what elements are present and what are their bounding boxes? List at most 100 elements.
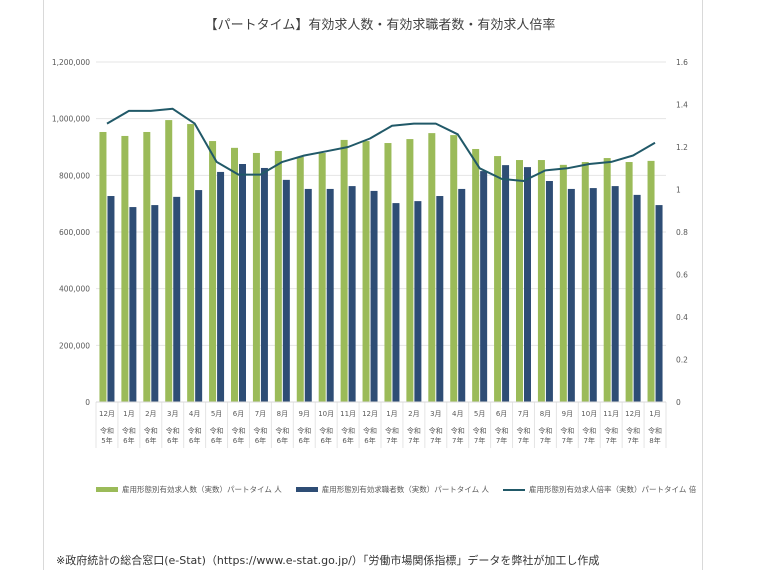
bar-job-openings — [296, 156, 304, 402]
x-tick-era: 令和 — [582, 426, 596, 435]
x-tick-month: 3月 — [430, 410, 441, 418]
bar-job-seekers — [260, 167, 268, 402]
x-tick-year: 6年 — [277, 436, 288, 445]
left-axis-tick: 400,000 — [59, 285, 90, 294]
bar-job-openings — [559, 164, 567, 402]
bar-job-openings — [362, 141, 370, 403]
bar-job-seekers — [107, 196, 115, 402]
right-axis-tick: 0.6 — [676, 271, 688, 280]
x-tick-month: 10月 — [318, 410, 334, 418]
line-job-ratio — [106, 107, 656, 182]
x-tick-month: 5月 — [474, 410, 485, 418]
x-tick-year: 6年 — [123, 436, 134, 445]
x-tick-year: 6年 — [364, 436, 375, 445]
bar-job-openings — [187, 124, 195, 403]
x-tick-era: 令和 — [560, 426, 574, 435]
x-tick-year: 6年 — [233, 436, 244, 445]
bar-job-openings — [603, 158, 611, 402]
bar-job-seekers — [633, 194, 641, 402]
chart-plot: 0 200,000 400,000 600,000 800,000 1,000,000 1,… — [52, 58, 688, 448]
x-tick-year: 7年 — [540, 436, 551, 445]
bar-job-openings — [231, 147, 238, 402]
x-tick-era: 令和 — [341, 426, 355, 435]
left-axis-tick: 0 — [85, 398, 90, 407]
bar-job-seekers — [348, 186, 356, 402]
bar-job-openings — [252, 152, 260, 402]
x-tick-era: 令和 — [517, 426, 531, 435]
x-tick-era: 令和 — [319, 426, 333, 435]
bar-job-openings — [516, 160, 523, 402]
x-tick-era: 令和 — [538, 426, 552, 435]
x-tick-month: 6月 — [233, 410, 244, 418]
x-tick-era: 令和 — [122, 426, 136, 435]
x-tick-era: 令和 — [275, 426, 289, 435]
bar-job-seekers — [545, 181, 553, 402]
x-tick-era: 令和 — [451, 426, 465, 435]
bar-job-seekers — [173, 196, 181, 402]
x-tick-era: 令和 — [363, 426, 377, 435]
bar-job-openings — [121, 135, 129, 402]
bar-job-openings — [340, 139, 348, 402]
bar-job-openings — [581, 162, 589, 402]
chart-legend: 雇用形態別有効求人数（実数）パートタイム 人 雇用形態別有効求職者数（実数）パー… — [96, 484, 696, 495]
bar-job-seekers — [370, 190, 378, 402]
x-tick-era: 令和 — [429, 426, 443, 435]
legend-item-job-seekers: 雇用形態別有効求職者数（実数）パートタイム 人 — [295, 484, 489, 495]
legend-label: 雇用形態別有効求人数（実数）パートタイム 人 — [122, 485, 282, 494]
x-tick-year: 6年 — [320, 436, 331, 445]
bar-job-seekers — [436, 196, 444, 402]
x-tick-year: 6年 — [145, 436, 156, 445]
x-tick-era: 令和 — [473, 426, 487, 435]
bar-job-seekers — [304, 188, 312, 402]
bar-job-openings — [406, 139, 414, 403]
right-axis-tick: 0 — [676, 398, 681, 407]
x-tick-year: 6年 — [211, 436, 222, 445]
x-tick-month: 9月 — [299, 410, 310, 418]
x-tick-era: 令和 — [407, 426, 421, 435]
x-tick-year: 7年 — [605, 436, 616, 445]
x-tick-era: 令和 — [604, 426, 618, 435]
x-tick-month: 4月 — [189, 410, 200, 418]
bar-job-openings — [318, 152, 326, 402]
x-tick-month: 2月 — [145, 410, 156, 418]
x-tick-era: 令和 — [626, 426, 640, 435]
x-tick-era: 令和 — [210, 426, 224, 435]
right-axis-tick: 0.8 — [676, 228, 688, 237]
x-tick-year: 7年 — [562, 436, 573, 445]
legend-swatch-line — [502, 488, 525, 491]
legend-label: 雇用形態別有効求職者数（実数）パートタイム 人 — [321, 485, 489, 494]
x-tick-year: 6年 — [299, 436, 310, 445]
x-tick-era: 令和 — [495, 426, 509, 435]
x-tick-year: 6年 — [167, 436, 178, 445]
x-tick-month: 5月 — [211, 410, 222, 418]
x-tick-era: 令和 — [385, 426, 399, 435]
bar-job-openings — [143, 131, 151, 402]
bar-job-openings — [625, 162, 633, 402]
bar-job-seekers — [458, 188, 466, 402]
x-tick-month: 1月 — [123, 410, 134, 418]
legend-label: 雇用形態別有効求人倍率（実数）パートタイム 倍 — [528, 485, 697, 494]
left-axis-tick: 200,000 — [59, 341, 90, 350]
x-tick-month: 7月 — [255, 410, 266, 418]
x-tick-year: 7年 — [584, 436, 595, 445]
bar-job-openings — [209, 141, 217, 403]
legend-item-ratio: 雇用形態別有効求人倍率（実数）パートタイム 倍 — [502, 484, 697, 495]
right-axis-tick: 0.2 — [676, 356, 688, 365]
x-tick-month: 12月 — [362, 410, 378, 418]
right-axis-tick: 1 — [676, 186, 681, 195]
bar-job-seekers — [239, 164, 246, 402]
right-axis-tick: 1.4 — [676, 101, 688, 110]
x-tick-year: 7年 — [430, 436, 441, 445]
bar-job-seekers — [129, 207, 137, 402]
x-tick-year: 7年 — [474, 436, 485, 445]
bar-job-openings — [537, 160, 545, 402]
bar-job-seekers — [589, 188, 597, 402]
x-tick-year: 7年 — [386, 436, 397, 445]
x-tick-era: 令和 — [253, 426, 267, 435]
bar-job-seekers — [217, 171, 225, 402]
x-tick-month: 2月 — [408, 410, 419, 418]
right-axis-tick: 1.6 — [676, 58, 688, 67]
x-tick-month: 12月 — [625, 410, 641, 418]
x-tick-year: 7年 — [452, 436, 463, 445]
bar-job-seekers — [392, 203, 400, 402]
